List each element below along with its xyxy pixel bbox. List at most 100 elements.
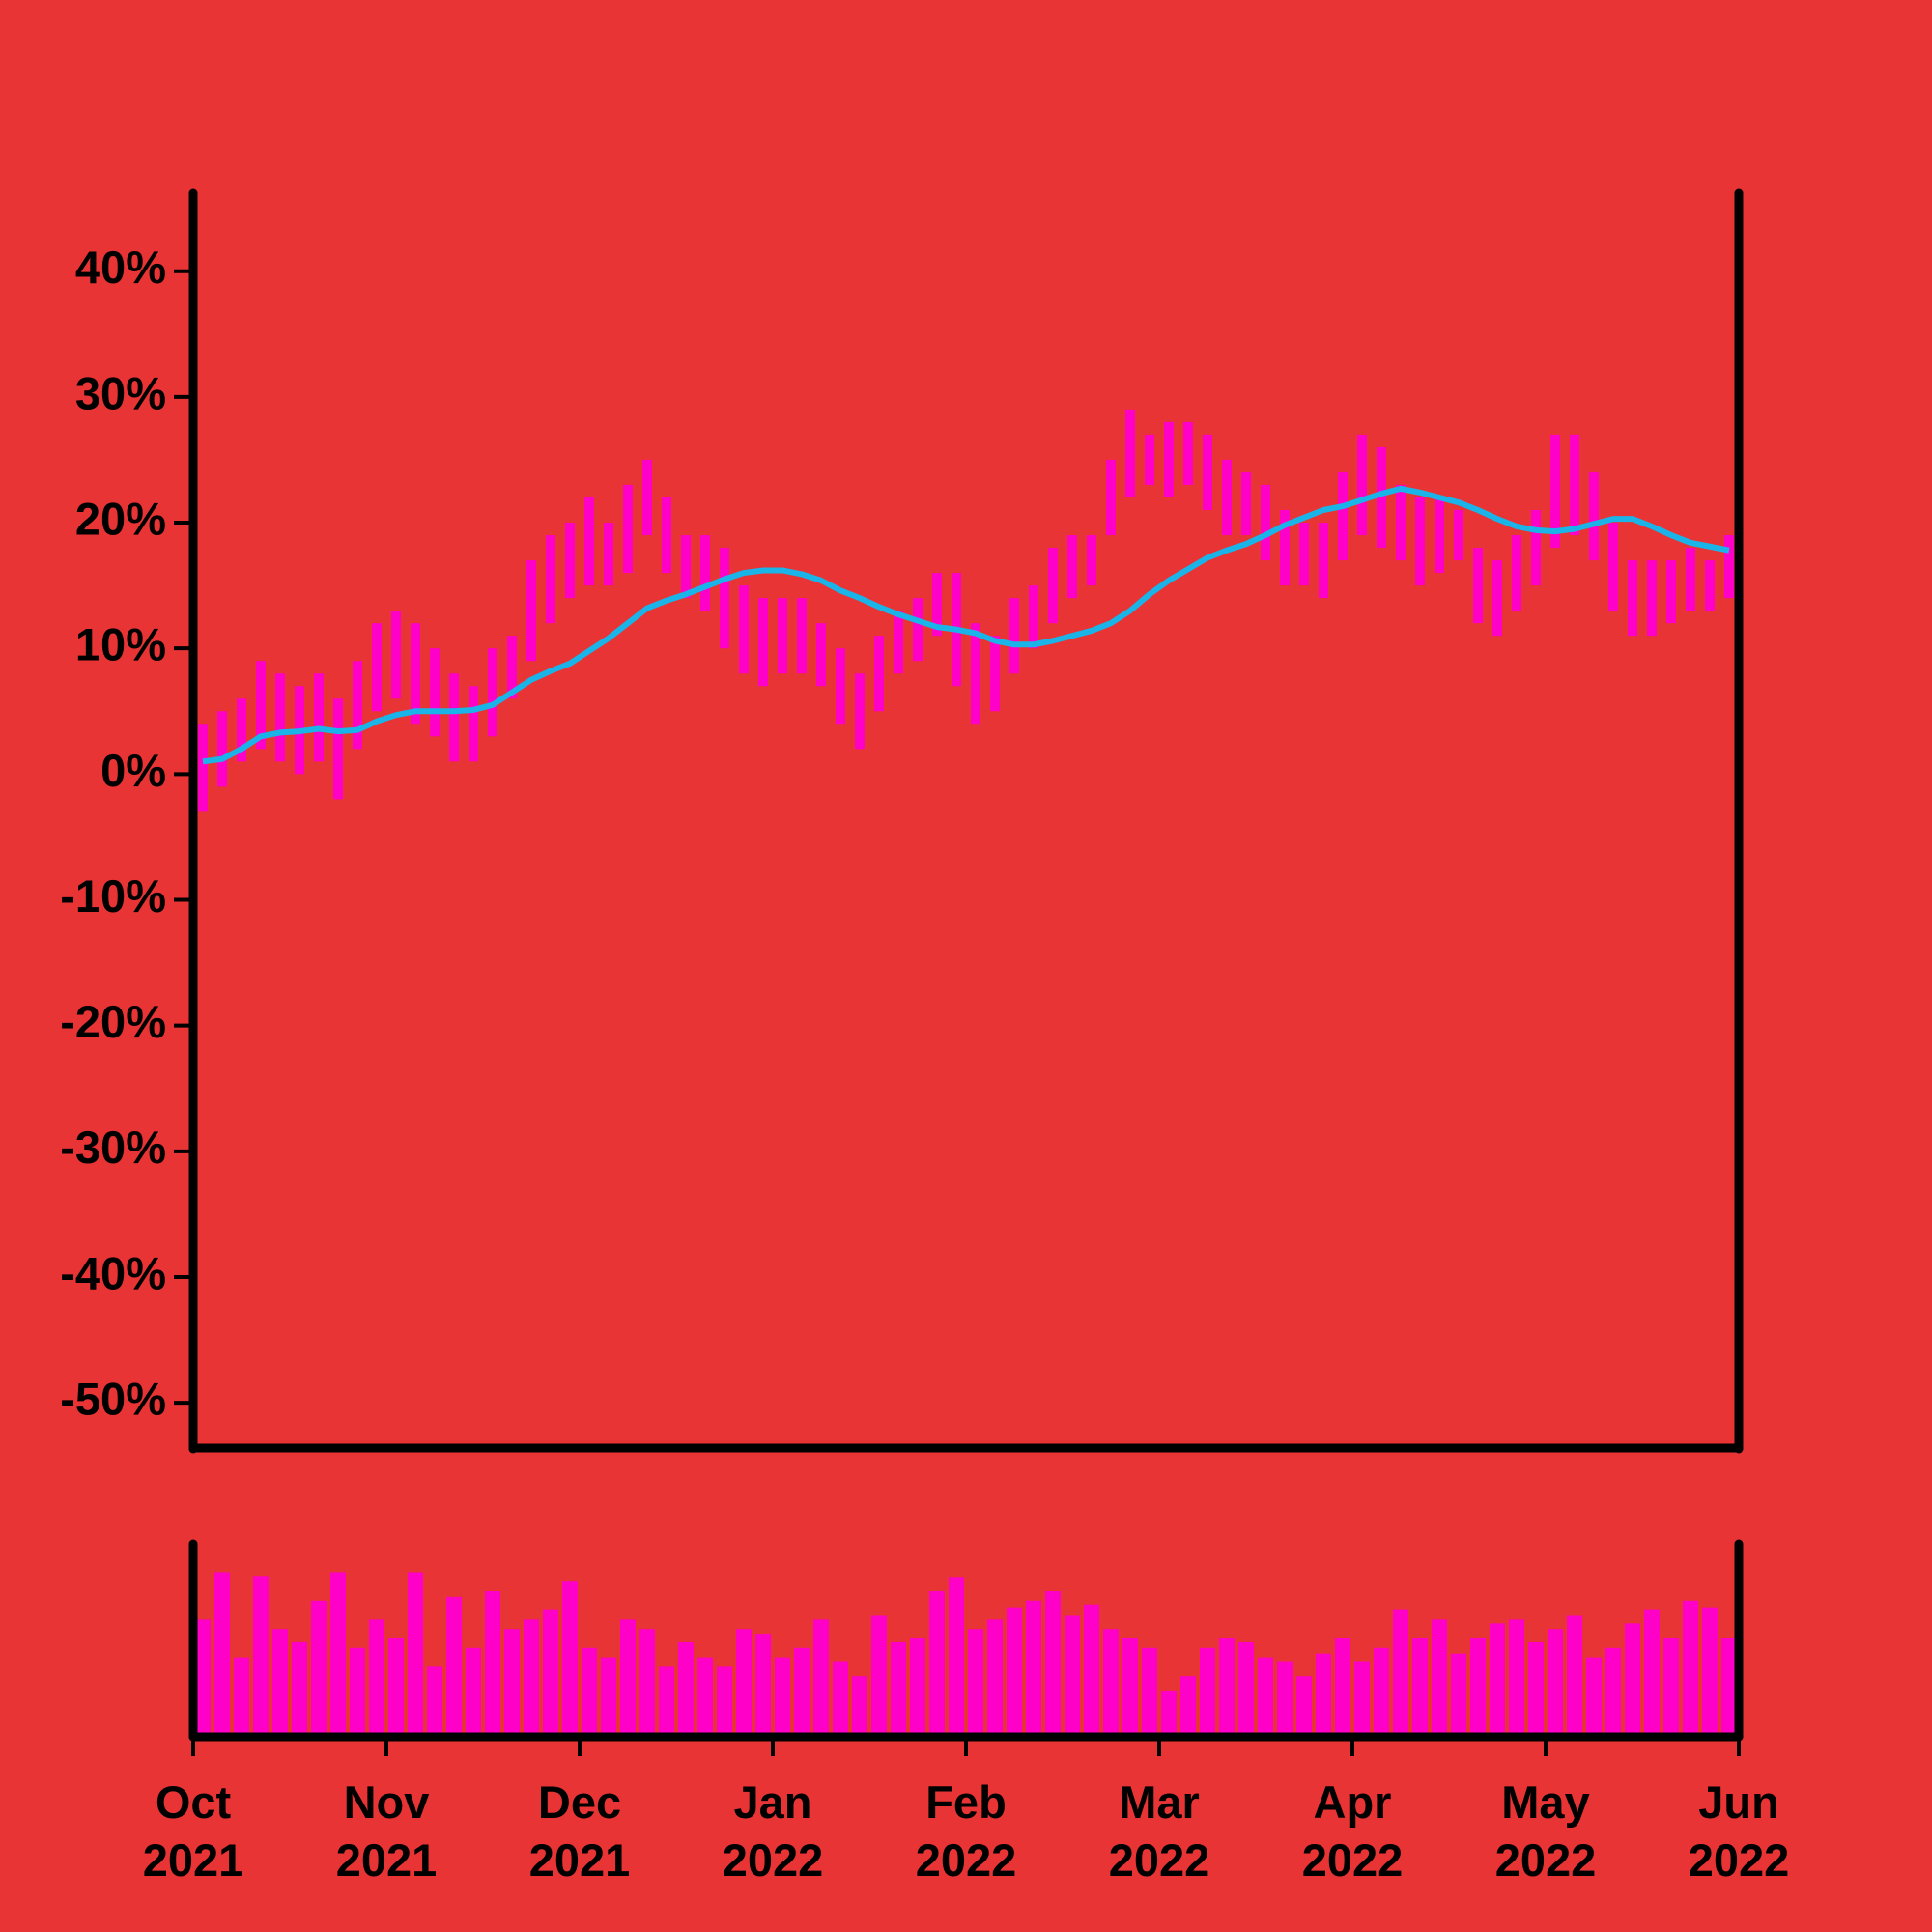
volume-bar [350, 1647, 365, 1733]
range-bar [797, 598, 807, 674]
range-bar [391, 611, 401, 699]
range-bar [836, 648, 845, 724]
volume-bar [466, 1647, 481, 1733]
range-bar [1203, 434, 1212, 511]
volume-bar [1412, 1638, 1428, 1733]
volume-bar [949, 1577, 964, 1733]
volume-bar [1007, 1607, 1022, 1733]
range-bar [1531, 510, 1541, 586]
volume-bar [601, 1657, 616, 1733]
volume-bar [1296, 1676, 1312, 1733]
volume-bar [1432, 1619, 1447, 1733]
volume-bar [253, 1576, 269, 1733]
range-bar [1415, 497, 1425, 586]
volume-bar [1316, 1653, 1331, 1733]
volume-bar [1567, 1615, 1582, 1733]
range-bar [720, 548, 729, 649]
y-tick-label: -30% [60, 1122, 166, 1173]
volume-bar [910, 1638, 925, 1733]
range-bar [1608, 523, 1618, 611]
x-tick-label: Mar 2022 [1108, 1776, 1210, 1886]
range-bar [700, 535, 710, 611]
range-bar [1125, 409, 1135, 497]
x-tick-label: Oct 2021 [142, 1776, 244, 1886]
volume-bar [1721, 1638, 1737, 1733]
volume-bar [369, 1619, 384, 1733]
range-bar [1628, 560, 1637, 637]
range-bar [353, 661, 362, 750]
volume-bar [1238, 1641, 1254, 1733]
range-bar [488, 648, 497, 737]
range-bar [546, 535, 555, 624]
volume-bar [1548, 1629, 1563, 1733]
range-bar [1164, 421, 1174, 497]
volume-bar [543, 1609, 558, 1733]
range-bar [526, 560, 536, 662]
range-bar [1299, 523, 1309, 586]
volume-bar [1470, 1638, 1486, 1733]
volume-bar [968, 1629, 983, 1733]
volume-bar [504, 1629, 520, 1733]
volume-bar [1084, 1604, 1099, 1733]
volume-bar [813, 1619, 829, 1733]
volume-bar [1683, 1600, 1698, 1733]
range-bar [1048, 548, 1058, 624]
range-bar [642, 459, 652, 536]
range-bar [1183, 421, 1193, 485]
range-bar [469, 686, 478, 762]
range-bar [971, 623, 980, 724]
range-bar [565, 523, 575, 599]
y-tick-label: 10% [75, 619, 166, 670]
volume-bar [659, 1666, 674, 1733]
volume-bar [1258, 1657, 1273, 1733]
range-bar [1512, 535, 1521, 611]
volume-bar [1663, 1638, 1679, 1733]
volume-bar [427, 1666, 442, 1733]
range-bar [449, 673, 459, 762]
x-tick-label: Nov 2021 [335, 1776, 438, 1886]
volume-bar [717, 1666, 732, 1733]
volume-bar [987, 1619, 1003, 1733]
range-bar [932, 573, 942, 637]
range-bar [411, 623, 420, 724]
volume-bar [871, 1615, 887, 1733]
range-bar [217, 711, 227, 787]
volume-bar [524, 1619, 539, 1733]
volume-bar [1509, 1619, 1524, 1733]
volume-bar [678, 1641, 694, 1733]
range-bar [1009, 598, 1019, 674]
range-bar [1666, 560, 1676, 624]
range-bar [1473, 548, 1483, 624]
volume-bar [1451, 1653, 1466, 1733]
volume-bar [195, 1619, 211, 1733]
volume-bar [891, 1641, 906, 1733]
range-bar [1067, 535, 1077, 599]
volume-bar [775, 1657, 790, 1733]
range-bar [372, 623, 382, 712]
volume-bar [620, 1619, 636, 1733]
y-tick-label: 20% [75, 493, 166, 544]
range-bar [430, 648, 440, 737]
range-bar [1705, 560, 1715, 611]
volume-bar [639, 1629, 655, 1733]
range-bar [758, 598, 768, 687]
volume-bar [1180, 1676, 1196, 1733]
range-bar [1087, 535, 1096, 586]
range-bar [816, 623, 826, 687]
range-bar [237, 698, 246, 762]
volume-bar [1161, 1690, 1177, 1733]
x-tick-label: Apr 2022 [1301, 1776, 1404, 1886]
x-tick-label: Feb 2022 [915, 1776, 1017, 1886]
volume-bar [1586, 1657, 1602, 1733]
range-bar [1589, 471, 1599, 561]
volume-bar [736, 1629, 752, 1733]
volume-bar [311, 1600, 327, 1733]
volume-bar [292, 1641, 307, 1733]
volume-bar [1393, 1609, 1408, 1733]
range-bar [1261, 484, 1270, 561]
range-bar [1106, 459, 1116, 536]
x-tick-label: May 2022 [1494, 1776, 1597, 1886]
volume-bar [833, 1661, 848, 1733]
